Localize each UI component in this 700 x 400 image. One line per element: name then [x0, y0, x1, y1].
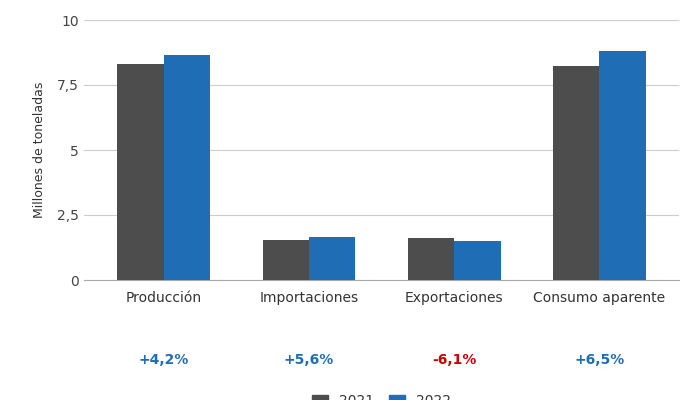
Bar — [553, 66, 599, 280]
Bar — [262, 240, 309, 280]
Bar — [407, 238, 454, 280]
Bar — [454, 241, 500, 280]
Text: +5,6%: +5,6% — [284, 353, 334, 367]
Y-axis label: Millones de toneladas: Millones de toneladas — [33, 82, 46, 218]
Text: +4,2%: +4,2% — [139, 353, 189, 367]
Bar — [309, 238, 356, 280]
Bar — [599, 52, 645, 280]
Text: -6,1%: -6,1% — [432, 353, 476, 367]
Legend: 2021, 2022: 2021, 2022 — [312, 394, 452, 400]
Bar — [118, 64, 164, 280]
Bar — [164, 55, 210, 280]
Text: +6,5%: +6,5% — [574, 353, 624, 367]
